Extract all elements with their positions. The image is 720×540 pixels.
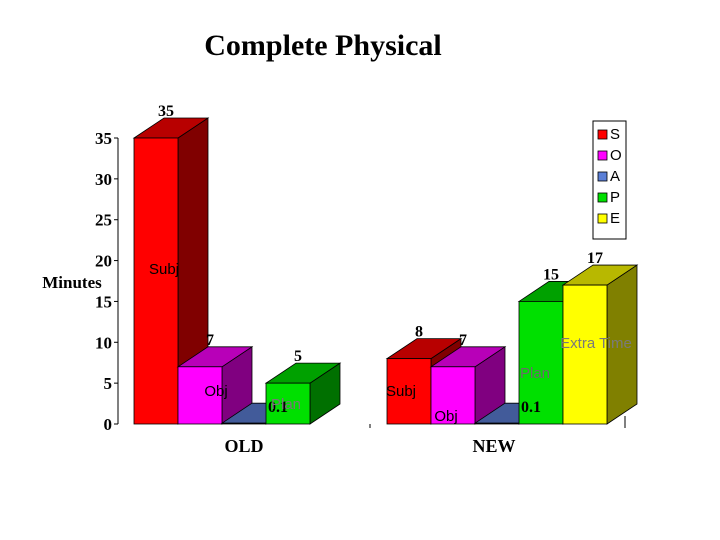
chart-title: Complete Physical	[204, 29, 441, 62]
annotation-label: Extra Time	[560, 335, 632, 352]
legend-item: E	[597, 210, 620, 227]
legend-item: P	[597, 189, 620, 206]
bar-layer	[132, 117, 639, 425]
bar-front-face	[133, 137, 179, 425]
y-tick-label: 30	[95, 170, 112, 189]
legend-label: E	[610, 210, 620, 227]
bar-old-s	[132, 117, 210, 425]
bar-front-face	[430, 366, 476, 425]
y-tick-label: 25	[95, 211, 112, 230]
annotation-label: Obj	[434, 408, 457, 425]
annotation-label: Subj	[149, 261, 179, 278]
bar-front-face	[265, 382, 311, 425]
bar-new-o	[429, 346, 507, 425]
data-label: 7	[459, 332, 467, 349]
data-label: 0.1	[268, 399, 288, 416]
legend-label: S	[610, 126, 620, 143]
y-tick-label: 5	[104, 374, 113, 393]
bar-front-face	[474, 422, 520, 425]
y-tick-label: 15	[95, 292, 112, 311]
bar-old-o	[176, 346, 254, 425]
data-label: 0.1	[521, 399, 541, 416]
annotation-label: Plan	[271, 396, 301, 413]
legend-swatch	[597, 150, 608, 161]
annotation-label: Plan	[520, 365, 550, 382]
legend-swatch	[597, 171, 608, 182]
legend-swatch	[597, 129, 608, 140]
bar-new-e	[561, 264, 639, 425]
data-label: 15	[543, 266, 559, 283]
legend-label: O	[610, 147, 622, 164]
legend-swatch	[597, 213, 608, 224]
bar-front-face	[221, 422, 267, 425]
data-label: 17	[587, 250, 603, 267]
data-label: 5	[294, 348, 302, 365]
y-tick-label: 20	[95, 252, 112, 271]
category-label: NEW	[472, 436, 515, 456]
bar-front-face	[386, 358, 432, 425]
y-axis-label: Minutes	[42, 273, 102, 292]
legend-item: A	[597, 168, 620, 185]
legend-item: O	[597, 147, 622, 164]
category-label: OLD	[224, 436, 263, 456]
annotation-label: Subj	[386, 383, 416, 400]
legend-swatch	[597, 192, 608, 203]
data-label: 35	[158, 103, 174, 120]
bar-front-face	[562, 284, 608, 425]
y-tick-label: 35	[95, 129, 112, 148]
axis-layer: 0 5 10 15 20 25 30 35	[95, 129, 626, 434]
legend-label: P	[610, 189, 620, 206]
legend-label: A	[610, 168, 620, 185]
y-tick-label: 10	[95, 333, 112, 352]
bar-old-p	[264, 362, 342, 425]
bar-front-face	[177, 366, 223, 425]
annotation-label: Obj	[204, 383, 227, 400]
data-label: 8	[415, 324, 423, 341]
bar-front-face	[518, 301, 564, 425]
data-label: 7	[206, 332, 214, 349]
label-layer: OLD 35 Subj 7 Obj 0.1 5 Plan NEW 8 Subj 7 Obj 0.1 15 Pl…	[149, 103, 632, 456]
legend-item: S	[597, 126, 620, 143]
y-tick-label: 0	[104, 415, 113, 434]
